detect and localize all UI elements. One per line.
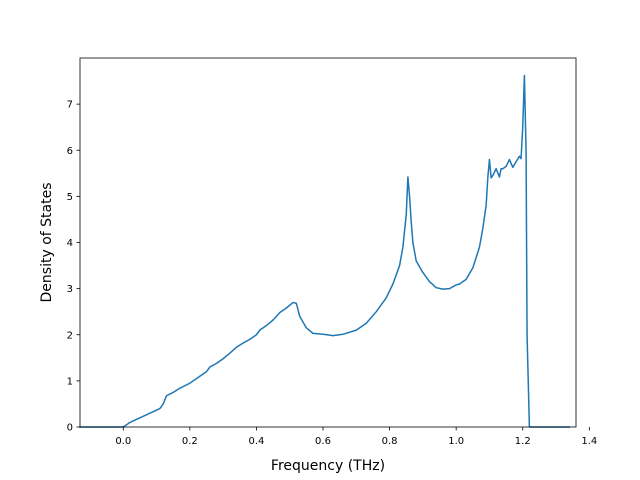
plot-group: 0.0 0.2 0.4 0.6 0.8 1.0 1.2 1.4 0 1 2 3 4 5 6 7 Frequenc… (39, 57, 597, 474)
plot-frame (79, 57, 577, 428)
x-tick-label: 1.4 (581, 436, 597, 447)
x-tick-label: 0.0 (115, 436, 131, 447)
y-axis-label: Density of States (39, 183, 55, 303)
series-line-0 (79, 74, 571, 428)
y-tick-label: 7 (67, 100, 73, 111)
y-tick-label: 3 (67, 284, 73, 295)
x-axis-label: Frequency (THz) (271, 458, 385, 474)
y-tick-label: 4 (67, 238, 73, 249)
x-tick-label: 1.2 (515, 436, 531, 447)
x-tick-label: 0.8 (382, 436, 398, 447)
x-tick-label: 0.2 (182, 436, 198, 447)
y-tick-label: 1 (67, 376, 73, 387)
x-tick-label: 1.0 (448, 436, 464, 447)
y-tick-label: 2 (67, 330, 73, 341)
y-tick-label: 0 (67, 423, 73, 434)
y-tick-label: 5 (67, 192, 73, 203)
x-tick-label: 0.6 (315, 436, 331, 447)
x-tick-label: 0.4 (248, 436, 264, 447)
y-tick-label: 6 (67, 146, 73, 157)
